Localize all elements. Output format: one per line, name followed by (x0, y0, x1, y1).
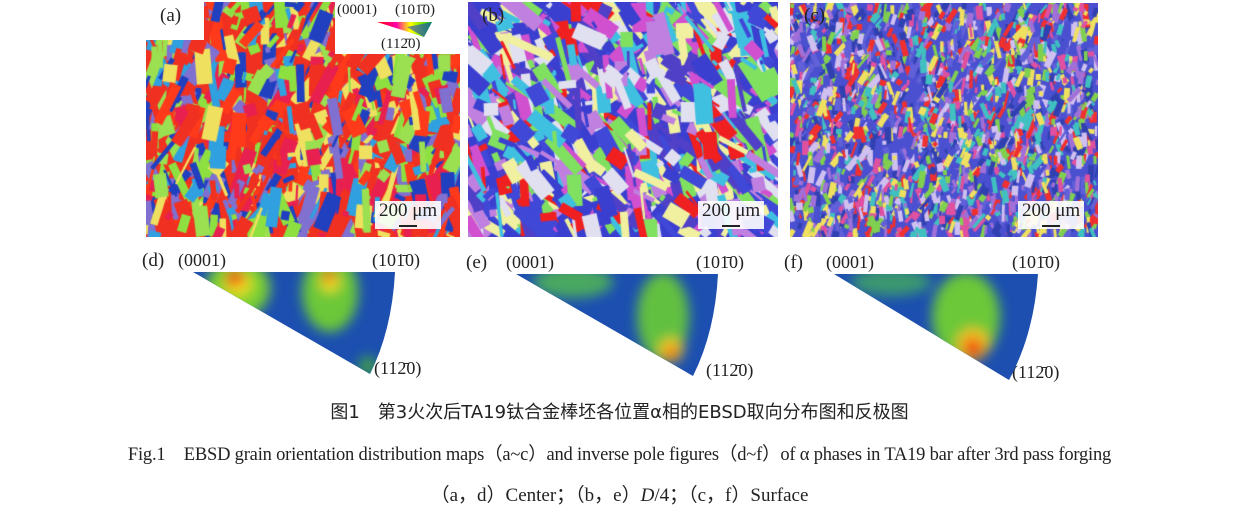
ipf-d-1120: (112̄0) (374, 358, 422, 378)
color-key-legend: (0001) (101̄0) (112̄0) (335, 2, 465, 54)
scale-bar-b: 200 μm (698, 201, 765, 229)
caption-subpanels: （a，d）Center；（b，e）D/4；（c，f）Surface (430, 485, 809, 506)
inverse-pole-figure-d (193, 272, 395, 374)
ipf-f-1120: (112̄0) (1012, 362, 1060, 382)
inverse-pole-figure-f (834, 274, 1038, 380)
panel-label-c: (c) (804, 5, 826, 26)
map-a-notch (146, 0, 204, 40)
scale-bar-a: 200 μm (375, 201, 442, 229)
inverse-pole-figure-e (516, 274, 718, 376)
legend-1010: (101̄0) (395, 2, 435, 18)
legend-0001: (0001) (337, 2, 377, 18)
scale-bar-c: 200 μm (1018, 201, 1085, 229)
ipf-e-1010: (101̄0) (696, 252, 744, 272)
caption-chinese: 图1 第3火次后TA19钛合金棒坯各位置α相的EBSD取向分布图和反极图 (330, 402, 909, 423)
ebsd-map-c (790, 3, 1098, 237)
ipf-f-0001: (0001) (826, 252, 874, 272)
color-key-triangle (377, 22, 432, 37)
ipf-label-e: (e) (466, 252, 488, 273)
ipf-d-1010: (101̄0) (372, 250, 420, 270)
ipf-label-f: (f) (784, 252, 803, 273)
ipf-e-0001: (0001) (506, 252, 554, 272)
ipf-e-1120: (112̄0) (706, 360, 754, 380)
panel-label-a: (a) (160, 5, 182, 26)
ebsd-map-b (468, 2, 778, 237)
ipf-f-1010: (101̄0) (1012, 252, 1060, 272)
legend-1120: (112̄0) (381, 36, 421, 52)
panel-label-b: (b) (482, 5, 505, 26)
ipf-label-d: (d) (142, 250, 165, 271)
ipf-d-0001: (0001) (178, 250, 226, 270)
caption-english: Fig.1 EBSD grain orientation distributio… (127, 445, 1112, 465)
